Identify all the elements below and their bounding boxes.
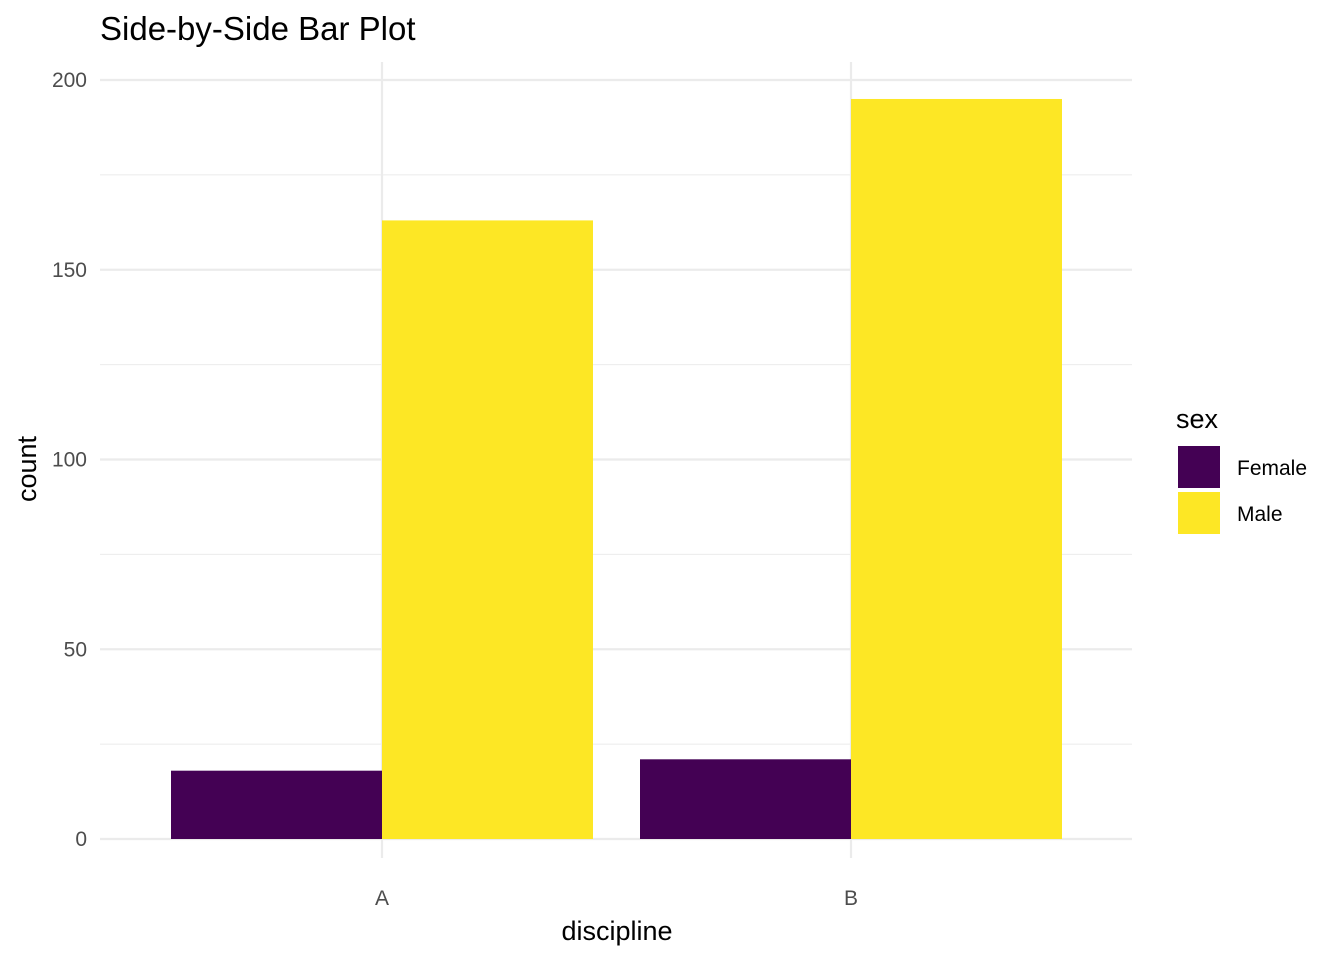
legend: sex Female Male (1176, 404, 1307, 534)
y-tick-label: 50 (64, 638, 87, 661)
y-tick-label: 200 (52, 69, 87, 92)
chart-title: Side-by-Side Bar Plot (100, 10, 415, 47)
x-tick-label: B (844, 887, 858, 910)
x-axis-title: discipline (561, 916, 672, 946)
y-tick-label: 150 (52, 259, 87, 282)
bar-female-b (640, 759, 851, 839)
legend-key-female (1178, 446, 1220, 488)
x-tick-label: A (375, 887, 389, 910)
bars (171, 98, 1062, 840)
legend-label-female: Female (1237, 457, 1307, 480)
y-axis-ticks: 0 50 100 150 200 (52, 69, 87, 851)
y-axis-title: count (12, 435, 42, 502)
legend-title: sex (1176, 404, 1219, 434)
legend-label-male: Male (1237, 503, 1283, 526)
y-tick-label: 100 (52, 449, 87, 472)
bar-female-a (171, 770, 382, 839)
y-tick-label: 0 (75, 828, 87, 851)
bar-male-b (851, 98, 1062, 840)
legend-key-male (1178, 492, 1220, 534)
bar-male-a (382, 220, 593, 840)
